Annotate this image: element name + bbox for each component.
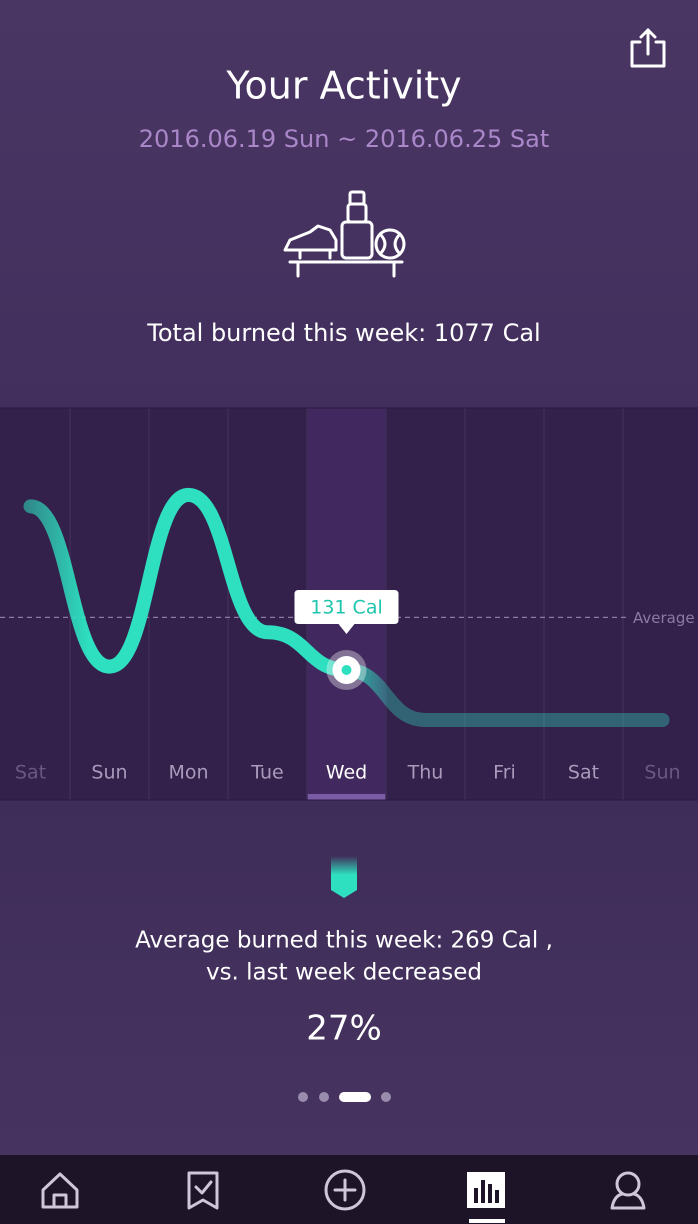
tab-add[interactable]	[324, 1169, 366, 1211]
x-tick-label: Sun	[644, 762, 680, 784]
x-tick-label: Sat	[568, 762, 599, 784]
tooltip-label: 131 Cal	[310, 597, 383, 619]
x-tick-label: Fri	[493, 762, 516, 784]
page-dot-active[interactable]	[339, 1092, 371, 1102]
average-label: Average	[633, 609, 695, 627]
x-tick-label: Sat	[15, 762, 46, 784]
tooltip-bubble	[294, 590, 399, 634]
point-core	[341, 665, 352, 676]
tab-profile[interactable]	[610, 1171, 646, 1210]
x-tick-label: Mon	[168, 762, 208, 784]
page-indicator	[298, 1092, 391, 1102]
activity-icon	[283, 190, 406, 278]
page-dot[interactable]	[319, 1092, 329, 1102]
share-button[interactable]	[630, 28, 666, 68]
selected-underline	[307, 794, 386, 800]
indicator-arrow	[331, 856, 357, 898]
x-tick-label: Sun	[91, 762, 127, 784]
x-tick-label: Thu	[407, 762, 444, 784]
page-dot[interactable]	[298, 1092, 308, 1102]
x-tick-label: Wed	[326, 762, 367, 784]
change-percent: 27%	[306, 1009, 382, 1049]
date-range: 2016.06.19 Sun ~ 2016.06.25 Sat	[139, 125, 549, 153]
tab-stats[interactable]	[467, 1172, 505, 1223]
tab-checklist[interactable]	[187, 1171, 219, 1210]
calorie-line	[23, 487, 670, 727]
total-burned: Total burned this week: 1077 Cal	[146, 319, 540, 347]
page-dot[interactable]	[381, 1092, 391, 1102]
title: Your Activity	[225, 64, 461, 108]
summary-line: Average burned this week: 269 Cal ,	[135, 928, 553, 954]
activity-chart: Average 131 Cal Sat Sun Mon Tue Wed Thu Fri Sat Su…	[0, 407, 698, 801]
summary-line: vs. last week decreased	[206, 960, 482, 986]
tab-home[interactable]	[41, 1172, 79, 1209]
x-tick-label: Tue	[250, 762, 283, 784]
